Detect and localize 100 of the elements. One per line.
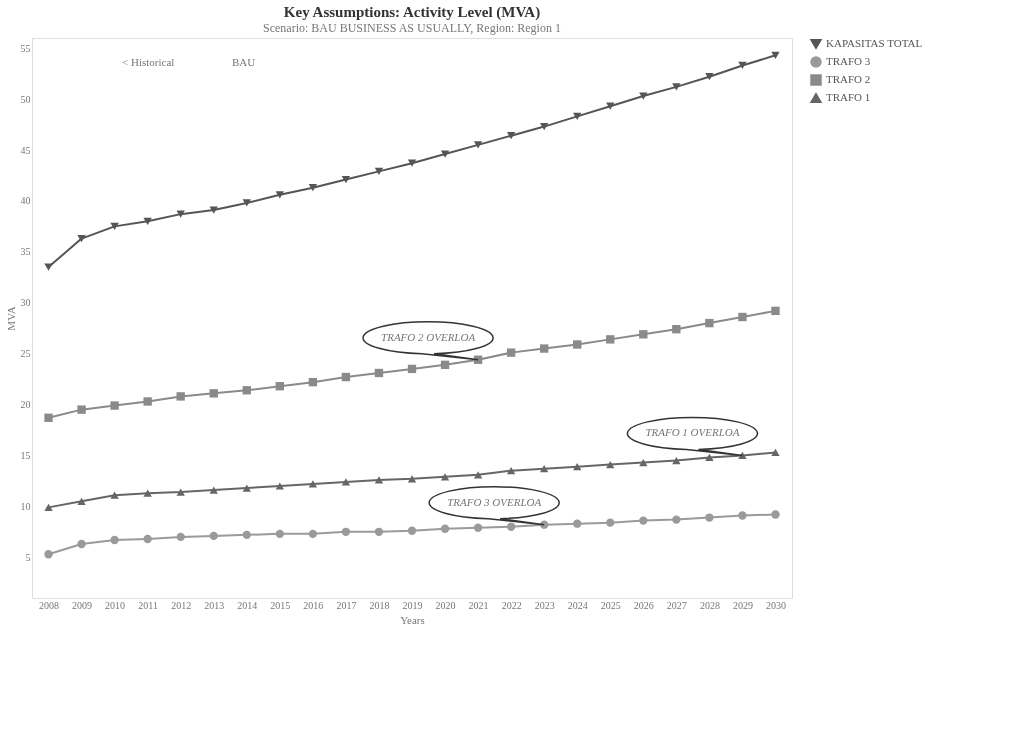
x-tick-label: 2013 (204, 599, 225, 611)
point (506, 132, 516, 140)
x-tick-label: 2020 (435, 599, 456, 611)
x-tick-label: 2027 (666, 599, 687, 611)
point (606, 335, 615, 344)
point (77, 405, 86, 414)
point (242, 199, 251, 207)
point (308, 529, 318, 539)
x-axis-title: Years (400, 613, 425, 626)
point (308, 480, 318, 488)
x-tick-label: 2012 (171, 599, 192, 611)
point (639, 458, 648, 467)
point (539, 122, 549, 131)
point (275, 529, 285, 539)
x-tick-label: 2019 (402, 599, 423, 611)
point (738, 61, 747, 70)
point (176, 488, 185, 496)
point (44, 263, 53, 271)
legend-label: TRAFO 2 (826, 73, 871, 85)
y-axis-title: MVA (4, 306, 17, 331)
chart-title: Key Assumptions: Activity Level (MVA) (283, 4, 541, 21)
point (77, 539, 86, 549)
point (275, 482, 285, 490)
point (176, 392, 185, 401)
point (506, 467, 516, 475)
point (539, 465, 549, 473)
x-tick-label: 2008 (39, 599, 60, 611)
y-tick-label: 55 (20, 42, 31, 54)
annotation: < Historical (122, 56, 175, 68)
y-tick-label: 15 (20, 449, 31, 461)
point (176, 532, 185, 542)
x-tick-label: 2016 (303, 599, 324, 611)
point (308, 184, 318, 192)
point (606, 102, 615, 110)
y-tick-label: 40 (20, 195, 31, 207)
point (44, 413, 53, 422)
x-tick-label: 2010 (105, 599, 126, 611)
point (110, 491, 119, 499)
point (374, 167, 384, 175)
point (639, 516, 648, 525)
point (672, 83, 681, 91)
x-tick-label: 2015 (270, 599, 291, 611)
point (672, 325, 681, 334)
point (143, 534, 152, 544)
point (44, 550, 53, 559)
point (110, 222, 119, 230)
x-tick-label: 2023 (534, 599, 555, 611)
x-tick-label: 2025 (600, 599, 621, 611)
point (374, 527, 384, 536)
y-tick-label: 5 (25, 551, 31, 563)
annotation: TRAFO 1 OVERLOA (645, 426, 740, 439)
x-tick-label: 2022 (501, 599, 522, 611)
point (573, 112, 582, 121)
y-tick-label: 30 (20, 297, 31, 309)
point (242, 530, 251, 540)
x-tick-label: 2024 (567, 599, 588, 611)
x-tick-label: 2017 (336, 599, 357, 611)
legend-label: TRAFO 3 (826, 55, 871, 67)
point (77, 234, 86, 243)
point (738, 511, 747, 520)
point (738, 451, 747, 460)
point (407, 364, 417, 374)
point (672, 515, 681, 524)
x-tick-label: 2014 (237, 599, 258, 611)
point (110, 401, 119, 410)
annotation: TRAFO 2 OVERLOA (381, 330, 476, 343)
point (573, 519, 582, 528)
point (209, 389, 218, 398)
point (77, 497, 86, 505)
point (110, 535, 119, 545)
point (738, 312, 747, 322)
point (209, 486, 218, 494)
point (639, 92, 648, 100)
point (506, 348, 516, 357)
point (705, 73, 714, 81)
point (771, 510, 780, 519)
point (639, 330, 648, 339)
point (341, 478, 351, 486)
point (341, 175, 351, 184)
point (341, 527, 351, 536)
point (672, 456, 681, 465)
chart-subtitle: Scenario: BAU BUSINESS AS USUALLY, Region: Region 1 (263, 21, 561, 35)
y-tick-label: 45 (20, 144, 31, 156)
point (44, 503, 53, 511)
point (374, 368, 384, 378)
point (473, 523, 483, 532)
legend-label: TRAFO 1 (826, 91, 871, 103)
point (341, 372, 351, 382)
point (374, 476, 384, 484)
y-tick-label: 25 (20, 348, 31, 360)
x-tick-label: 2011 (138, 599, 158, 611)
annotation: TRAFO 3 OVERLOA (447, 495, 542, 508)
point (473, 471, 483, 479)
point (440, 150, 450, 158)
point (573, 340, 582, 349)
point (143, 217, 152, 225)
annotation: BAU (232, 56, 256, 68)
point (440, 524, 450, 533)
x-tick-label: 2029 (732, 599, 753, 611)
point (407, 159, 417, 167)
